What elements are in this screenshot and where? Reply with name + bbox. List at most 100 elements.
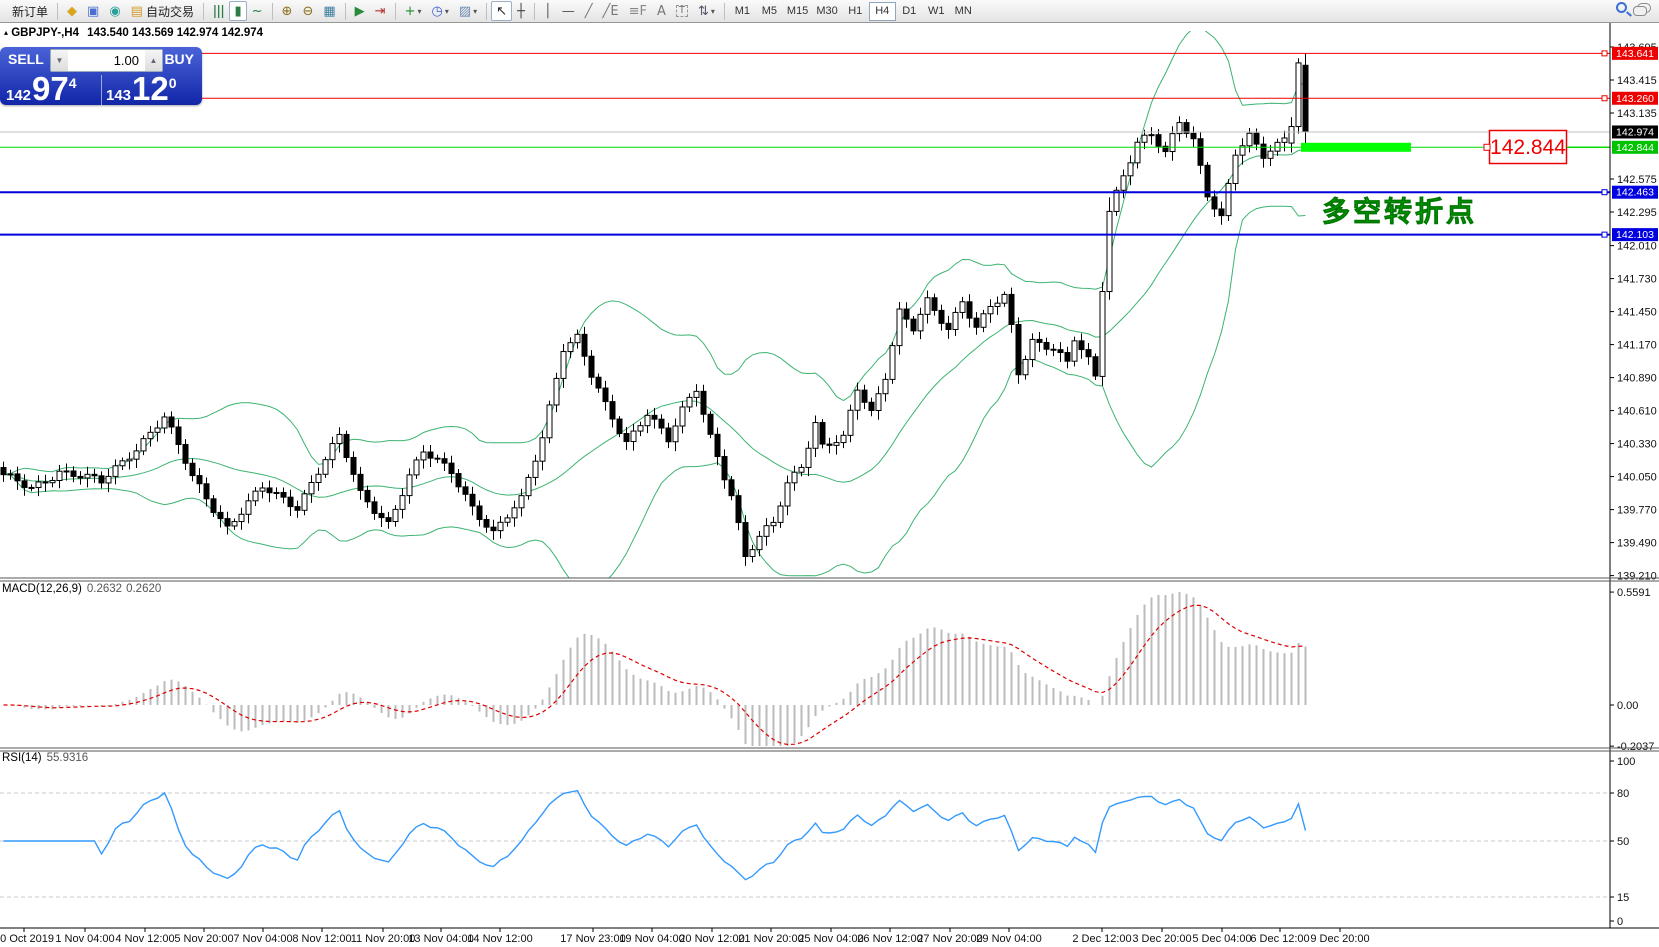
candle-body (7, 473, 14, 476)
indicators-icon[interactable]: + ▾ (400, 1, 427, 21)
rsi-line (3, 789, 1307, 881)
chart-canvas[interactable]: 142.844多空转折点143.695143.415143.135142.575… (0, 23, 1659, 947)
auto-trading-button[interactable]: ▤ 自动交易 (126, 1, 199, 21)
candle-body (259, 487, 266, 492)
candle-body (560, 351, 567, 379)
candle-body (1092, 356, 1099, 377)
level-lines (0, 50, 1610, 238)
candle-body (224, 518, 231, 527)
timeframe-button-m1[interactable]: M1 (734, 5, 751, 17)
chat-icon[interactable] (1633, 2, 1651, 16)
pivot-point-annotation-text[interactable]: 多空转折点 (1322, 195, 1477, 228)
candle-body (238, 513, 245, 523)
volume-input[interactable] (68, 53, 145, 68)
timeframe-button-h1[interactable]: H1 (848, 5, 863, 17)
macd-label: MACD(12,26,9) 0.2632 0.2620 (2, 583, 161, 595)
candle-body (301, 493, 308, 511)
label-icon[interactable]: T (671, 1, 693, 21)
main-chart-panel[interactable] (3, 27, 1306, 590)
line-endpoint-marker[interactable] (1601, 50, 1608, 57)
chevron-down-icon[interactable]: ▾ (473, 6, 478, 16)
candle-body (861, 389, 868, 403)
buy-price[interactable]: 143 12 0 (106, 72, 177, 105)
line-endpoint-marker[interactable] (1601, 231, 1608, 238)
templates-icon: ▨ (458, 3, 472, 19)
time-tick-label: 29 Nov 04:00 (976, 933, 1041, 945)
candle-body (1085, 349, 1092, 358)
cursor-icon[interactable]: ↖ (491, 1, 513, 21)
channel-icon[interactable]: ╱E (598, 1, 624, 21)
auto-scroll-icon[interactable]: ▶ (350, 1, 370, 21)
candle-body (1106, 210, 1113, 293)
candle-body (266, 487, 273, 494)
price-badge-text: 142.103 (1616, 229, 1654, 241)
candle-body (385, 517, 392, 523)
client-terminal-icon[interactable]: ▣ (82, 1, 104, 21)
timeframe-button-m30[interactable]: M30 (816, 5, 838, 17)
bar-chart-icon[interactable]: ǀǀǀ (208, 1, 230, 21)
line-endpoint-marker[interactable] (1601, 95, 1608, 102)
price-annotation-box[interactable] (1488, 129, 1568, 165)
line-endpoint-marker[interactable] (1601, 189, 1608, 196)
signal-icon[interactable]: ◉ (104, 1, 125, 21)
buy-button[interactable]: BUY (164, 51, 194, 67)
candle-body (483, 518, 490, 528)
search-icon[interactable] (1616, 2, 1627, 13)
bollinger-upper-band (3, 31, 1306, 476)
horizontal-line-icon[interactable]: — (557, 1, 580, 21)
annotation-endpoint-marker[interactable] (1483, 143, 1491, 151)
sell-button[interactable]: SELL (8, 51, 44, 67)
time-tick-label: 14 Nov 12:00 (467, 933, 532, 945)
rsi-value: 55.9316 (46, 752, 89, 764)
text-icon[interactable]: A (652, 1, 671, 21)
candle-body (532, 460, 539, 478)
timeframe-button-mn[interactable]: MN (954, 5, 972, 17)
candle-body (1274, 141, 1281, 152)
candle-body (1141, 134, 1148, 143)
toolbar-separator (57, 2, 59, 20)
auto-trading-button-label: 自动交易 (145, 4, 194, 19)
gold-bar-icon[interactable]: ◆ (62, 1, 82, 21)
zoom-out-icon[interactable]: ⊖ (297, 1, 318, 21)
volume-increase-button[interactable]: ▲ (145, 50, 162, 71)
chart-shift-icon[interactable]: ⇥ (370, 1, 391, 21)
timeframe-button-m15[interactable]: M15 (786, 5, 809, 17)
chevron-down-icon[interactable]: ▾ (710, 6, 715, 16)
zoom-in-icon[interactable]: ⊕ (277, 1, 298, 21)
timeframe-button-h4[interactable]: H4 (868, 1, 896, 21)
candle-body (1064, 352, 1071, 362)
pivot-trend-bar[interactable] (1301, 142, 1411, 152)
rsi-panel[interactable] (0, 789, 1610, 898)
chevron-down-icon[interactable]: ▾ (444, 6, 449, 16)
candle-body (1204, 164, 1211, 198)
new-order-button[interactable]: 新订单 (4, 1, 53, 21)
candle-body (133, 450, 140, 460)
trendline-icon[interactable]: ╱ (580, 1, 598, 21)
fibonacci-icon[interactable]: ≡F (624, 1, 652, 21)
candle-body (868, 401, 875, 411)
candle-body (371, 501, 378, 514)
volume-decrease-button[interactable]: ▼ (51, 50, 68, 71)
timeframe-button-m5[interactable]: M5 (761, 5, 778, 17)
candle-body (364, 489, 371, 503)
candle-body (651, 414, 658, 420)
price-badge-text: 142.844 (1616, 142, 1654, 154)
arrows-icon[interactable]: ⇅ ▾ (693, 1, 720, 21)
templates-icon[interactable]: ▨ ▾ (454, 1, 482, 21)
chevron-down-icon[interactable]: ▾ (417, 6, 422, 16)
time-axis[interactable]: 30 Oct 2019 1 Nov 04:00 4 Nov 12:00 5 Nov 2… (0, 927, 1659, 945)
vertical-line-icon[interactable]: │ (539, 1, 557, 21)
candle-body (168, 416, 175, 428)
tile-windows-icon[interactable]: ▦ (318, 1, 340, 21)
crosshair-icon[interactable]: ┼ (512, 1, 530, 21)
periods-icon[interactable]: ◷ ▾ (426, 1, 453, 21)
macd-panel[interactable] (3, 592, 1307, 760)
candlestick-chart-icon[interactable]: ▮ (229, 1, 247, 21)
candle-body (497, 521, 504, 532)
sell-price[interactable]: 142 97 4 (6, 72, 77, 105)
timeframe-button-w1[interactable]: W1 (927, 5, 945, 17)
timeframe-button-d1[interactable]: D1 (902, 5, 917, 17)
candle-body (308, 482, 315, 495)
candle-body (917, 313, 924, 332)
line-chart-icon[interactable]: ~ (247, 1, 268, 21)
